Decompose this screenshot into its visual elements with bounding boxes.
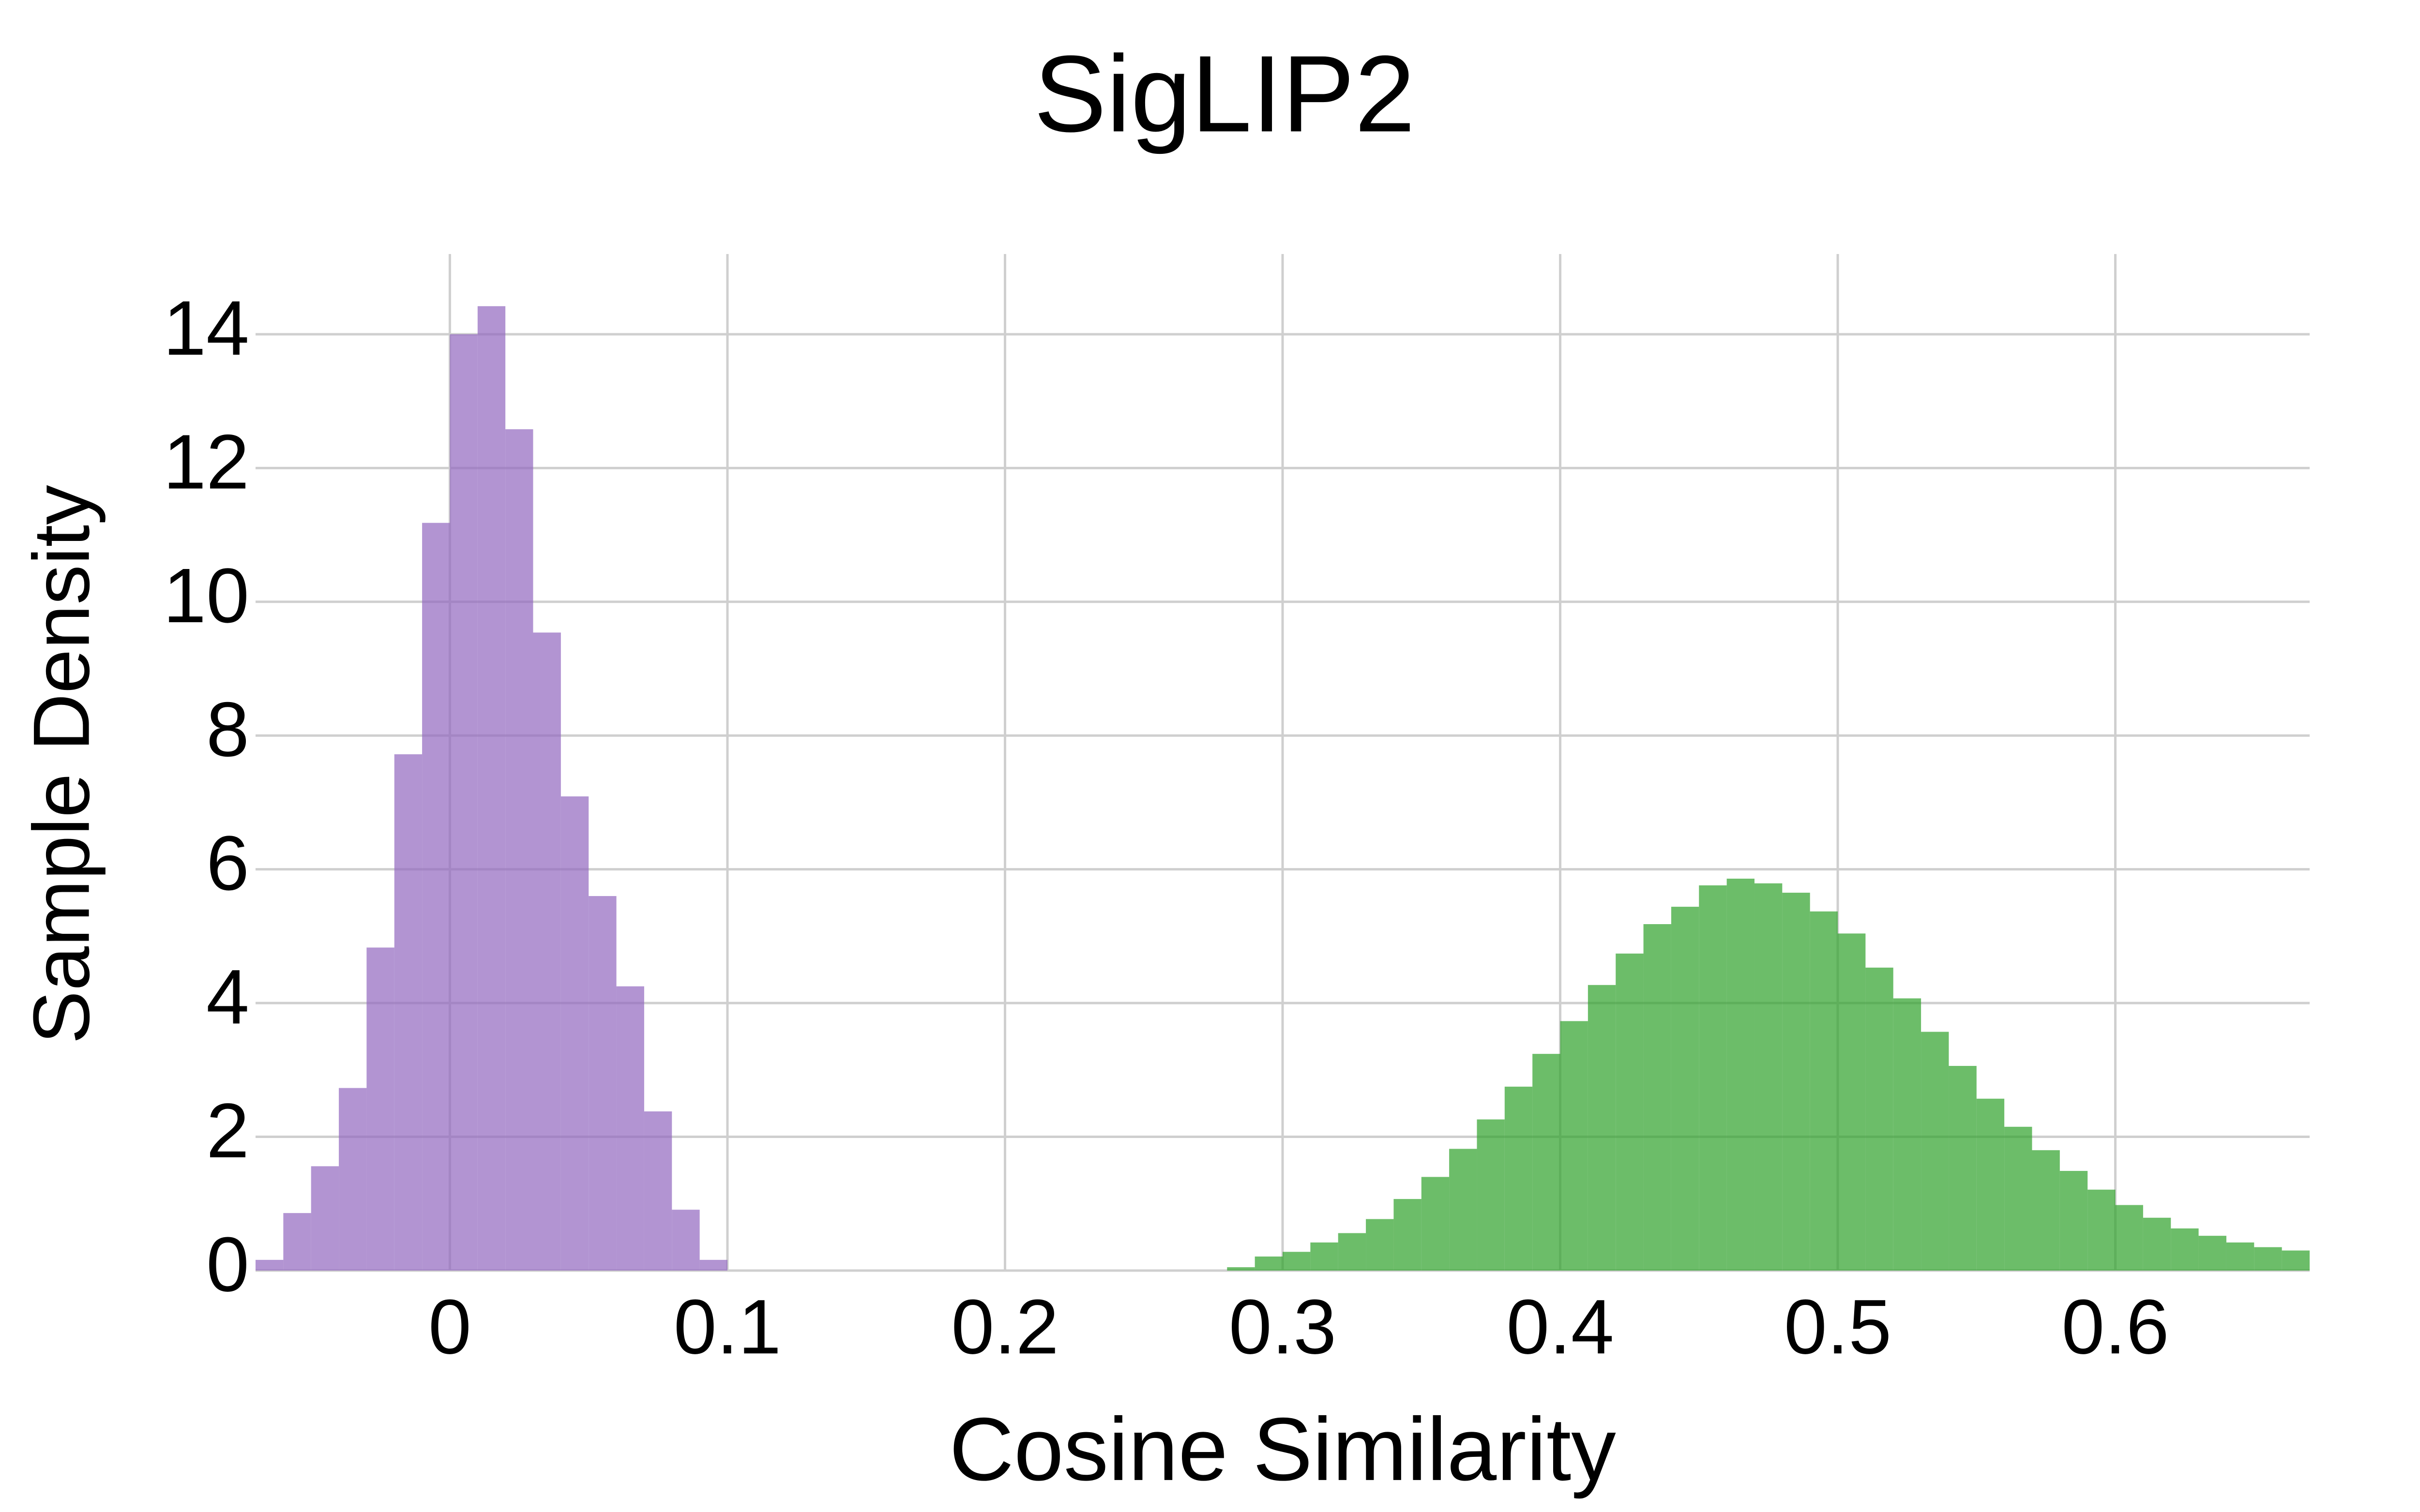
histogram-bar xyxy=(1449,1149,1477,1271)
y-tick-label: 4 xyxy=(206,953,249,1040)
histogram-bar xyxy=(1976,1098,2005,1271)
histogram-bar xyxy=(2143,1217,2171,1271)
histogram-bar xyxy=(1949,1066,1977,1271)
histogram-bar xyxy=(2171,1228,2199,1271)
histogram-bar xyxy=(644,1111,672,1271)
histogram-bar xyxy=(366,947,394,1271)
histogram-bar xyxy=(560,796,589,1271)
y-tick-label: 10 xyxy=(163,552,249,639)
histogram-bar xyxy=(672,1210,700,1271)
histogram-bar xyxy=(1227,1267,1255,1271)
histogram-bar xyxy=(283,1213,311,1271)
y-tick-label: 2 xyxy=(206,1087,249,1174)
histogram-bar xyxy=(1588,985,1616,1271)
histogram-bar xyxy=(311,1166,339,1271)
y-tick-label: 14 xyxy=(163,284,249,371)
histogram-bar xyxy=(1893,998,1921,1271)
histogram-bar xyxy=(1283,1252,1311,1271)
histogram-bar xyxy=(2226,1242,2254,1271)
histogram-bar xyxy=(505,429,533,1271)
x-axis-label: Cosine Similarity xyxy=(949,1400,1616,1499)
histogram-bar xyxy=(1616,953,1644,1271)
x-tick-label: 0.4 xyxy=(1506,1283,1614,1370)
histogram-bar xyxy=(1255,1256,1283,1271)
histogram-bar xyxy=(1504,1086,1533,1271)
x-tick-label: 0 xyxy=(428,1283,471,1370)
histogram-bar xyxy=(533,632,561,1271)
histogram-bar xyxy=(422,523,450,1271)
histogram-bar xyxy=(1754,883,1783,1271)
ticks: 0 2 4 6 8 10 12 14 0 0.1 0.2 0.3 0.4 0.5 0.6 xyxy=(163,284,2169,1370)
histogram-bar xyxy=(1810,911,1838,1271)
x-tick-label: 0.3 xyxy=(1229,1283,1336,1370)
y-tick-label: 8 xyxy=(206,686,249,772)
histogram-bar xyxy=(1338,1233,1366,1271)
histogram-bar xyxy=(2032,1150,2060,1271)
histogram-bar xyxy=(1699,885,1727,1271)
histogram-bar xyxy=(2059,1171,2088,1271)
histogram-bar xyxy=(1532,1054,1560,1271)
histogram-bar xyxy=(1671,907,1699,1271)
histogram-bar xyxy=(1560,1021,1588,1271)
histogram-bar xyxy=(1865,967,1893,1271)
y-axis-label: Sample Density xyxy=(17,485,106,1044)
histogram-bar xyxy=(1921,1032,1949,1271)
histogram-bar xyxy=(2282,1250,2310,1271)
x-tick-label: 0.1 xyxy=(674,1283,781,1370)
histogram-bar xyxy=(256,1259,284,1271)
histogram-bar xyxy=(2115,1205,2143,1271)
histogram-bar xyxy=(1477,1119,1505,1271)
histogram-bar xyxy=(699,1259,727,1271)
histogram-bar xyxy=(1643,924,1671,1271)
histogram-bar xyxy=(1838,933,1866,1271)
histogram-bar xyxy=(2254,1247,2282,1271)
histogram-bar xyxy=(450,334,478,1271)
x-tick-label: 0.6 xyxy=(2061,1283,2169,1370)
histogram-bar xyxy=(1726,879,1754,1271)
histogram-bar xyxy=(2198,1236,2226,1271)
histogram-bar xyxy=(394,754,423,1271)
x-tick-label: 0.2 xyxy=(951,1283,1059,1370)
histogram-bar xyxy=(589,896,617,1271)
histogram-bar xyxy=(1366,1219,1394,1271)
bars xyxy=(256,306,2310,1271)
histogram-bar xyxy=(2004,1126,2032,1271)
x-tick-label: 0.5 xyxy=(1784,1283,1891,1370)
chart-title: SigLIP2 xyxy=(1034,32,1415,154)
y-tick-label: 12 xyxy=(163,419,249,505)
y-tick-label: 0 xyxy=(206,1221,249,1307)
histogram-bar xyxy=(1421,1177,1450,1271)
histogram-bar xyxy=(616,986,644,1271)
histogram-bar xyxy=(477,306,506,1271)
histogram-bar xyxy=(1310,1242,1338,1271)
histogram-bar xyxy=(339,1088,367,1271)
y-tick-label: 6 xyxy=(206,820,249,906)
histogram-bar xyxy=(1782,893,1810,1271)
histogram-bar xyxy=(1393,1199,1422,1271)
histogram-bar xyxy=(2087,1189,2116,1271)
